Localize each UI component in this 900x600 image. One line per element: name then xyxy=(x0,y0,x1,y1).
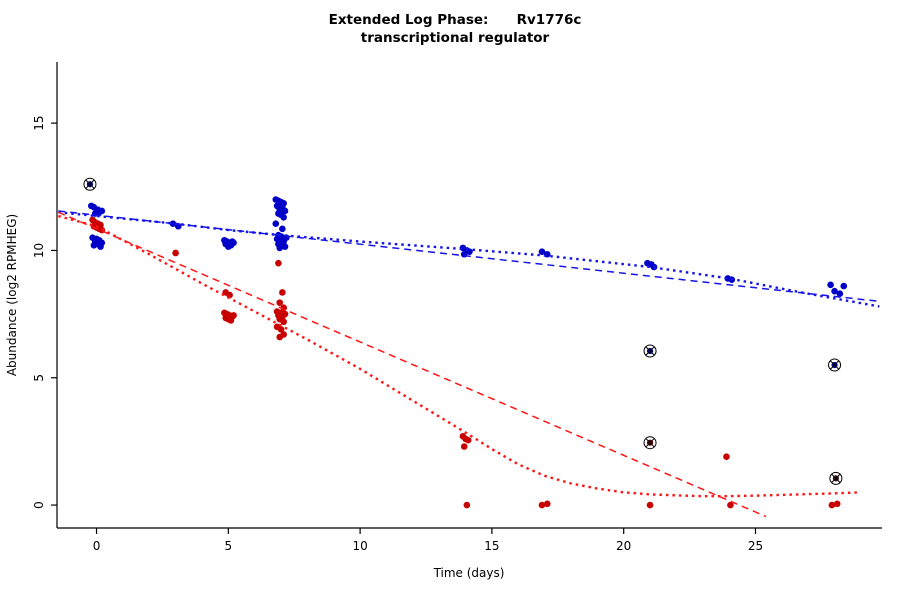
data-point-red xyxy=(727,501,734,509)
outlier-cross-line xyxy=(829,360,840,370)
y-tick-label: 0 xyxy=(32,501,46,509)
data-point-red xyxy=(723,453,730,460)
data-point-red xyxy=(277,326,285,333)
x-tick-label: 25 xyxy=(748,539,763,553)
x-tick-label: 15 xyxy=(484,539,499,553)
data-point-red xyxy=(833,500,841,508)
data-point-blue xyxy=(840,282,848,290)
data-point-red xyxy=(275,259,282,267)
x-tick-label: 5 xyxy=(225,539,233,553)
outlier-cross-line xyxy=(645,346,655,356)
data-point-red xyxy=(280,318,287,326)
data-point-red xyxy=(460,443,468,450)
x-tick-label: 20 xyxy=(616,539,631,553)
data-point-blue xyxy=(230,239,237,247)
x-axis-label: Time (days) xyxy=(433,566,505,580)
fit-line-red-dashed-fit xyxy=(58,211,767,518)
data-point-red xyxy=(538,501,546,509)
data-point-red xyxy=(279,289,286,296)
outlier-ring xyxy=(83,177,97,191)
data-point-blue xyxy=(90,242,98,249)
data-point-blue xyxy=(97,243,104,250)
data-point-blue xyxy=(827,281,834,289)
data-point-red xyxy=(464,436,472,444)
chart-title-line2: transcriptional regulator xyxy=(361,30,550,46)
fit-line-red-dotted-smooth xyxy=(58,214,861,498)
outlier-ring xyxy=(643,344,657,358)
data-point-blue xyxy=(831,287,838,295)
data-point-red xyxy=(646,501,654,509)
data-point-red xyxy=(227,317,235,324)
chart-title-line1: Extended Log Phase: Rv1776c xyxy=(329,12,582,28)
data-point-blue xyxy=(169,220,177,227)
x-tick-label: 0 xyxy=(93,539,101,553)
plot-area: 0 5 10 15 20 25 0 5 10 15 xyxy=(32,62,882,553)
data-point-blue xyxy=(281,243,289,250)
data-point-blue xyxy=(98,207,106,215)
outlier-ring xyxy=(828,358,842,372)
data-point-blue xyxy=(276,244,284,252)
y-tick-label: 10 xyxy=(32,243,46,258)
data-point-red xyxy=(230,312,237,319)
data-point-red xyxy=(543,500,551,508)
outlier-cross-line xyxy=(85,179,95,189)
data-point-blue xyxy=(225,243,232,250)
y-axis-label: Abundance (log2 RPMHEG) xyxy=(5,214,19,376)
data-point-red xyxy=(828,501,836,509)
data-point-blue xyxy=(836,290,844,298)
y-tick-label: 5 xyxy=(32,374,46,382)
x-tick-label: 10 xyxy=(352,539,367,553)
outlier-ring xyxy=(829,471,843,485)
outlier-cross-line xyxy=(831,473,841,483)
data-point-red xyxy=(463,501,471,509)
outlier-cross-line xyxy=(645,438,655,448)
outlier-ring xyxy=(643,436,657,450)
data-point-blue xyxy=(280,214,287,221)
data-point-blue xyxy=(279,225,286,233)
data-point-blue xyxy=(272,220,280,227)
fit-line-blue-dotted-smooth xyxy=(58,211,880,308)
data-point-red xyxy=(276,299,284,306)
data-point-blue xyxy=(538,248,546,256)
y-tick-label: 15 xyxy=(32,115,46,130)
data-point-red xyxy=(172,249,179,257)
data-point-red xyxy=(276,333,284,341)
